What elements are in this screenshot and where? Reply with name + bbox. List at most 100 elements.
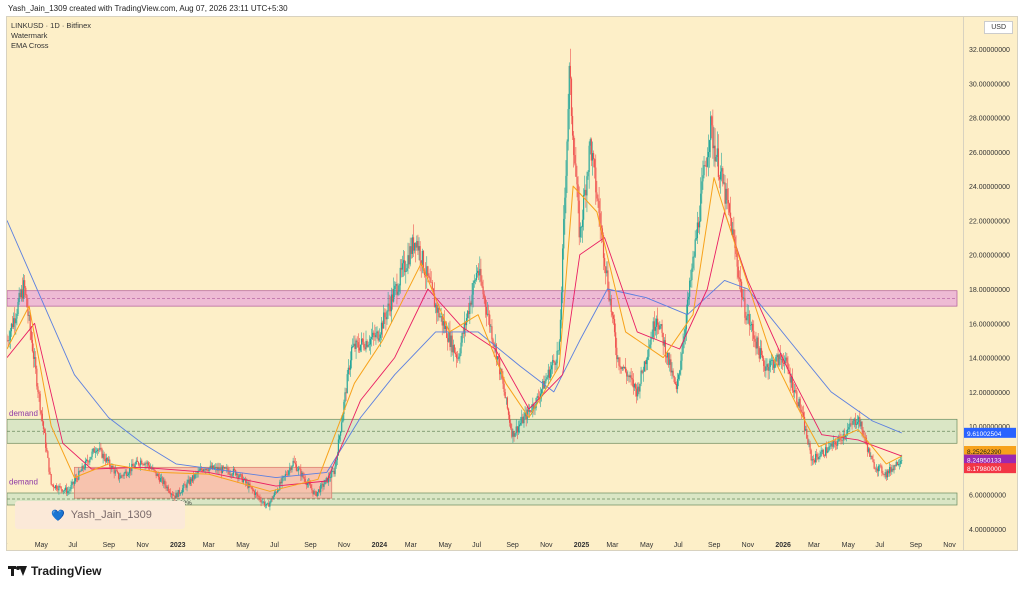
candle-body (738, 277, 740, 279)
candle-body (442, 321, 444, 326)
candle-body (138, 464, 141, 466)
candle-body (639, 383, 641, 392)
candle-body (24, 280, 26, 288)
candle-body (473, 280, 475, 283)
candle-body (830, 443, 832, 446)
candle-body (285, 474, 288, 475)
candle-body (298, 468, 300, 471)
candle-body (826, 447, 828, 453)
candle-body (801, 411, 803, 413)
candle-body (629, 375, 631, 378)
heart-icon: 💙 (51, 509, 65, 522)
candle-body (410, 246, 412, 254)
candle-body (231, 474, 233, 476)
candle-body (237, 473, 239, 478)
candle-body (787, 362, 789, 371)
candle-body (848, 427, 850, 430)
candle-body (241, 474, 243, 483)
candle-body (140, 460, 142, 466)
candle-body (362, 338, 364, 342)
candle-body (407, 255, 409, 269)
price-tick-label: 32.00000000 (969, 47, 1010, 54)
price-tick-label: 14.00000000 (969, 356, 1010, 363)
candle-body (198, 470, 200, 472)
candle-body (336, 455, 338, 461)
candle-body (389, 305, 391, 312)
candle-body (665, 356, 668, 358)
candle-body (357, 342, 359, 348)
candle-body (208, 468, 210, 472)
candle-body (303, 477, 305, 479)
candle-body (240, 474, 242, 475)
candle-body (367, 345, 369, 347)
candle-body (239, 474, 241, 477)
candle-body (67, 491, 69, 494)
candle-body (648, 348, 650, 357)
candle-body (678, 374, 680, 380)
candle-body (260, 499, 262, 503)
price-chart-svg[interactable]: 32.00000000 30.00000000 28.00000000 26.0000… (7, 17, 1017, 550)
candle-body (617, 357, 619, 360)
time-tick-label: May (35, 542, 49, 549)
currency-label[interactable]: USD (984, 21, 1013, 34)
candle-body (431, 282, 433, 289)
candle-body (175, 493, 177, 499)
candle-body (110, 466, 112, 470)
candle-body (758, 348, 760, 359)
candle-body (134, 464, 136, 468)
candle-body (324, 479, 326, 485)
candle-body (7, 340, 9, 342)
candle-body (608, 288, 610, 301)
candle-body (340, 431, 342, 436)
candle-body (184, 484, 186, 486)
candle-body (75, 478, 78, 479)
candle-body (63, 490, 66, 491)
candle-body (575, 163, 577, 177)
candle-body (731, 217, 733, 235)
candle-body (144, 463, 146, 466)
candle-body (592, 153, 595, 160)
candle-body (585, 189, 587, 196)
candle-body (256, 492, 258, 494)
candle-body (736, 253, 738, 267)
price-badge-bg-2 (964, 454, 1016, 465)
candle-body (204, 469, 206, 471)
candle-body (15, 318, 17, 324)
candle-body (882, 472, 884, 475)
candle-body (105, 457, 108, 462)
candle-body (747, 314, 749, 316)
candle-body (270, 498, 272, 503)
tradingview-footer[interactable]: TradingView (8, 564, 101, 578)
candle-body (155, 471, 157, 476)
candle-body (133, 466, 135, 468)
candle-body (109, 459, 111, 467)
candle-body (556, 350, 558, 364)
candle-body (46, 447, 48, 452)
candle-body (225, 467, 227, 469)
candle-body (496, 356, 499, 360)
candle-body (378, 338, 380, 341)
candle-body (317, 489, 320, 492)
chart-panel[interactable]: LINKUSD · 1D · Bitfinex Watermark EMA Cr… (6, 16, 1018, 551)
candle-body (460, 342, 462, 354)
candle-body (8, 340, 10, 341)
candle-body (467, 311, 469, 319)
candle-body (684, 329, 686, 337)
candle-body (343, 401, 345, 415)
candle-body (341, 422, 343, 432)
candle-body (735, 248, 737, 254)
candle-body (865, 437, 868, 445)
candle-body (650, 337, 652, 345)
candle-body (377, 331, 379, 341)
candle-body (728, 203, 731, 213)
candle-body (129, 468, 131, 474)
candle-body (406, 268, 408, 271)
price-badge-label-0: 9.61002504 (967, 431, 1002, 438)
candle-body (773, 360, 775, 369)
candle-body (850, 423, 852, 425)
candle-body (381, 322, 384, 329)
candle-body (490, 326, 492, 327)
candle-body (834, 441, 837, 445)
candle-body (795, 390, 797, 392)
candle-body (829, 445, 831, 447)
